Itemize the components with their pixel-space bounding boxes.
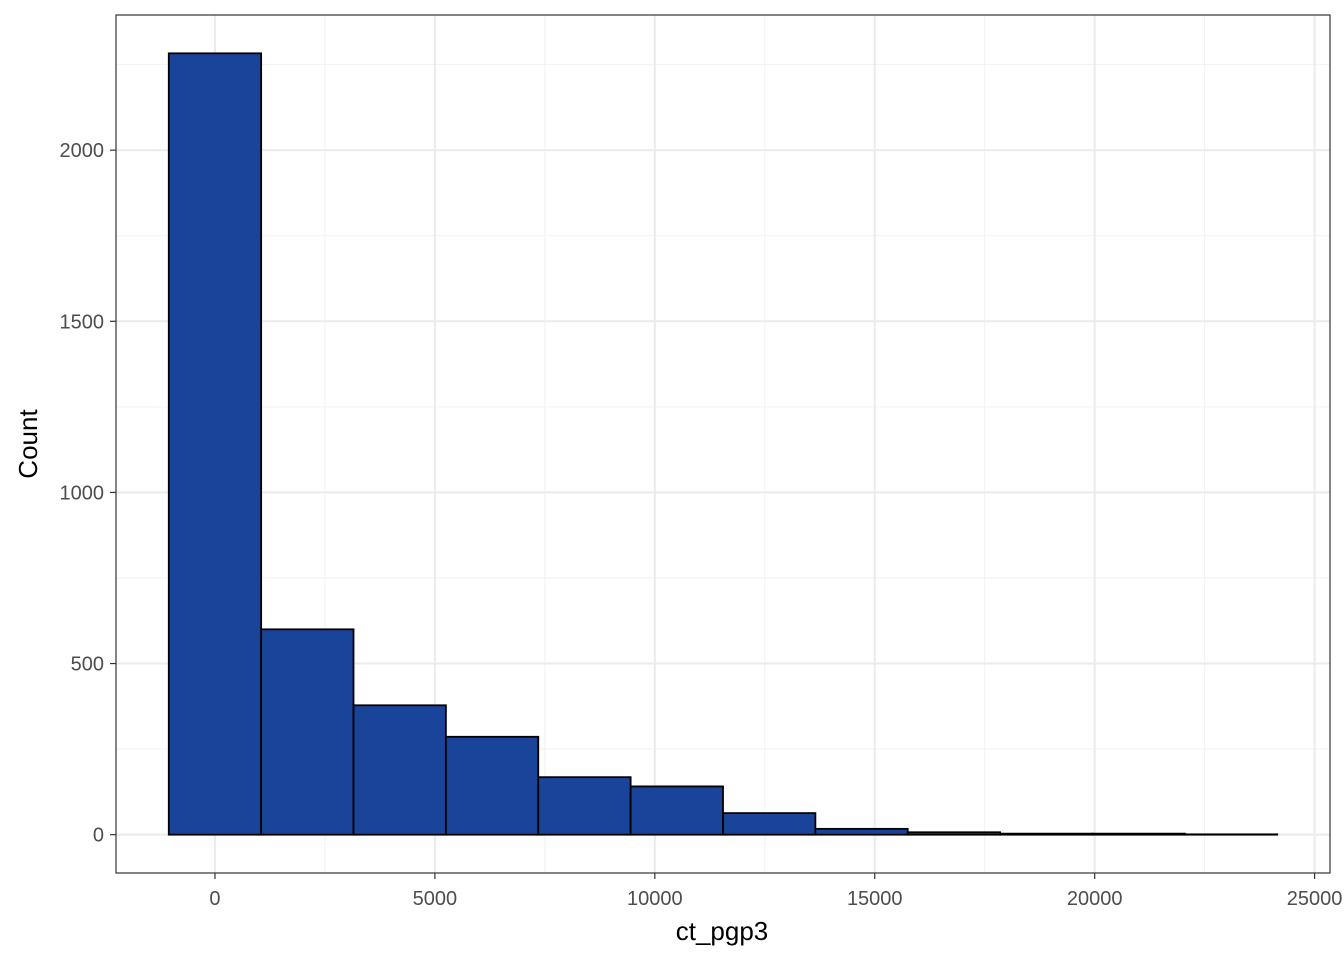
y-tick-label: 0 — [93, 825, 104, 847]
histogram-bar-6 — [629, 785, 724, 836]
x-tick-label: 0 — [209, 888, 220, 910]
histogram-bar-1 — [167, 52, 263, 836]
y-tick-label: 2000 — [60, 140, 105, 162]
panel-border — [115, 14, 1331, 874]
bars — [167, 52, 1279, 836]
histogram-bar-8 — [814, 827, 909, 836]
y-tick-label: 1500 — [60, 311, 105, 333]
histogram-bar-7 — [722, 812, 817, 836]
histogram-bar-4 — [444, 735, 540, 836]
histogram-bar-2 — [260, 628, 355, 836]
y-tick-label: 1000 — [60, 482, 105, 504]
x-tick-label: 10000 — [627, 888, 683, 910]
x-axis: 0 5000 10000 15000 20000 25000 — [209, 873, 1342, 910]
x-tick-label: 20000 — [1067, 888, 1123, 910]
y-axis-title: Count — [13, 409, 43, 479]
histogram-bar-9 — [906, 831, 1002, 836]
histogram-bar-5 — [537, 776, 632, 836]
y-axis: 0 500 1000 1500 2000 — [60, 140, 116, 847]
histogram-bar-10 — [999, 832, 1094, 836]
x-tick-label: 25000 — [1287, 888, 1343, 910]
x-axis-title: ct_pgp3 — [676, 916, 769, 946]
histogram-bar-3 — [352, 704, 447, 836]
y-tick-label: 500 — [71, 654, 104, 676]
x-tick-label: 5000 — [413, 888, 458, 910]
histogram-bar-11 — [1091, 832, 1186, 836]
x-tick-label: 15000 — [847, 888, 903, 910]
